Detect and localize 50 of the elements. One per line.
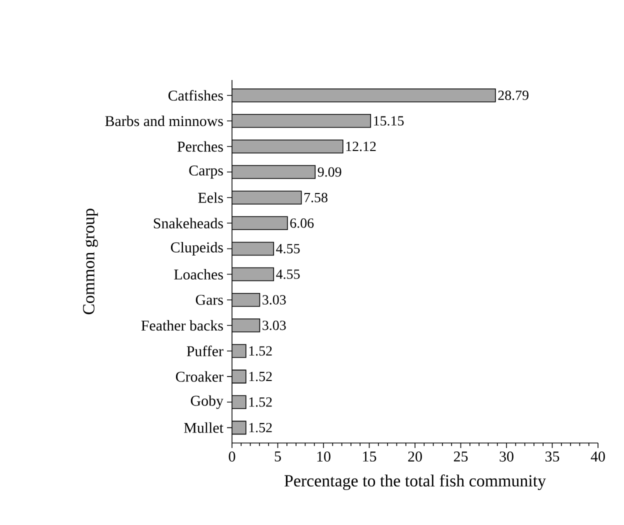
y-tick-label: Goby — [190, 395, 224, 409]
x-tick-label: 35 — [546, 452, 560, 462]
x-tick-label: 10 — [317, 452, 330, 462]
data-label: 9.09 — [318, 167, 342, 177]
y-tick-label: Perches — [177, 141, 223, 152]
data-label: 1.52 — [249, 397, 272, 407]
data-label: 15.15 — [374, 116, 404, 126]
bar — [232, 88, 496, 102]
data-label: 4.55 — [276, 244, 300, 254]
data-label: 28.79 — [498, 90, 528, 100]
y-tick-label: Snakeheads — [154, 218, 223, 228]
bar — [232, 242, 274, 256]
data-label: 6.06 — [290, 218, 314, 228]
y-tick-label: Clupeids — [170, 242, 223, 256]
data-label: 7.58 — [304, 192, 328, 202]
y-tick-label: Feather backs — [141, 320, 223, 331]
y-tick-label: Catfishes — [168, 90, 223, 101]
bar — [232, 114, 372, 128]
bar — [232, 292, 260, 307]
bar — [232, 140, 344, 154]
y-axis-title: Common group — [83, 208, 98, 314]
bar — [232, 318, 260, 332]
data-label: 4.55 — [276, 270, 300, 279]
y-tick-label: Croaker — [176, 371, 224, 382]
bar — [232, 267, 274, 282]
data-label: 1.52 — [249, 346, 272, 356]
x-tick-label: 20 — [408, 452, 422, 462]
x-tick-label: 25 — [454, 452, 468, 462]
y-tick-label: Gars — [196, 294, 223, 305]
data-label: 3.03 — [262, 320, 286, 330]
x-tick-label: 0 — [228, 452, 236, 462]
data-label: 12.12 — [346, 142, 376, 152]
data-label: 1.52 — [249, 372, 272, 382]
y-tick-label: Eels — [198, 192, 223, 203]
y-tick-label: Loaches — [174, 269, 223, 280]
bar — [232, 216, 288, 230]
bar — [232, 420, 246, 435]
data-label: 1.52 — [249, 422, 272, 432]
x-axis-title: Percentage to the total fish community — [284, 474, 546, 490]
data-label: 3.03 — [262, 295, 286, 305]
bar — [232, 190, 302, 204]
x-tick-label: 30 — [500, 452, 514, 462]
x-tick-label: 5 — [274, 452, 281, 462]
y-tick-label: Barbs and minnows — [105, 116, 223, 126]
bar — [232, 165, 316, 179]
y-tick-label: Puffer — [186, 346, 224, 356]
x-tick-label: 15 — [363, 452, 376, 462]
x-tick-label: 40 — [590, 452, 605, 462]
y-tick-label: Mullet — [184, 422, 224, 433]
y-tick-label: Carps — [189, 165, 223, 179]
